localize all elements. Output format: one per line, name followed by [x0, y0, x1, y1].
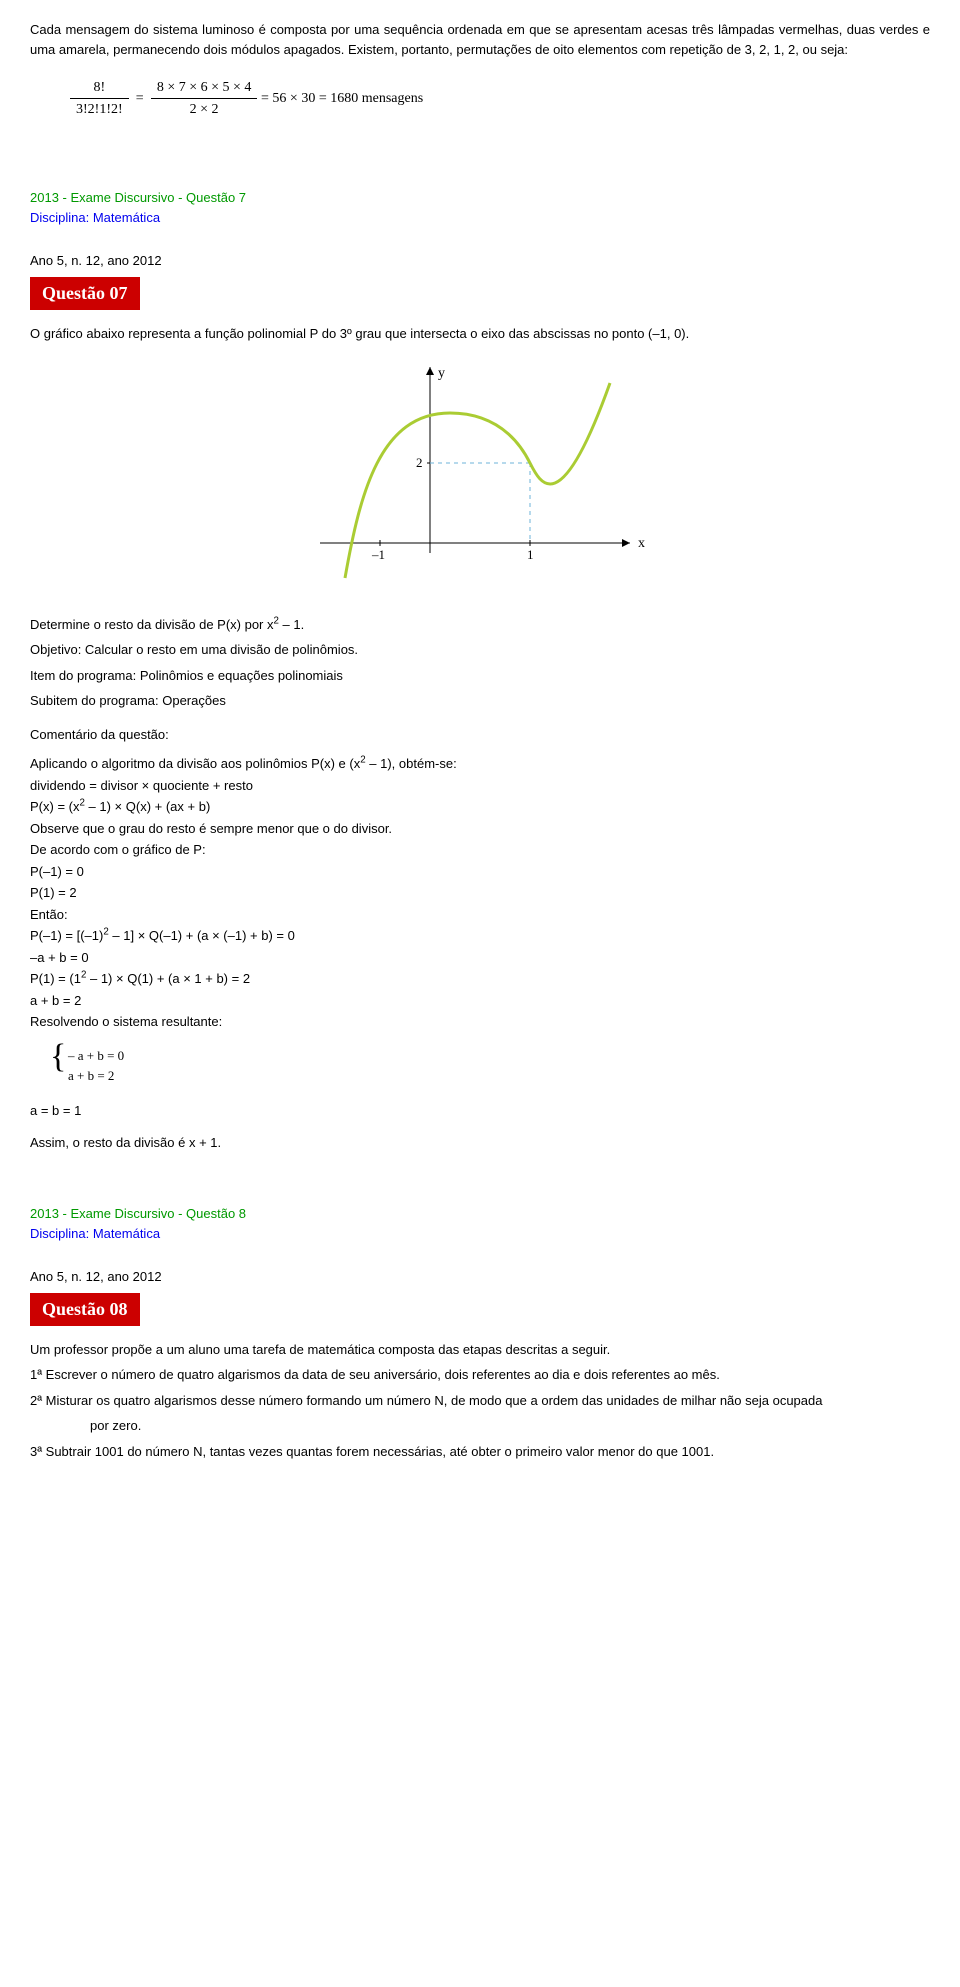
q7-c1: Aplicando o algoritmo da divisão aos pol… — [30, 754, 930, 774]
q7-c9: P(–1) = [(–1)2 – 1] × Q(–1) + (a × (–1) … — [30, 926, 930, 946]
q8-p3b: por zero. — [30, 1416, 930, 1436]
q8-badge: Questão 08 — [30, 1293, 140, 1326]
q7-c11a: P(1) = (1 — [30, 971, 81, 986]
q7-c3a: P(x) = (x — [30, 799, 79, 814]
q8-exam-title: 2013 - Exame Discursivo - Questão 8 — [30, 1204, 930, 1224]
q7-graph-svg: y x –1 1 2 — [300, 353, 660, 583]
svg-text:y: y — [438, 366, 445, 381]
q8-p2: 1ª Escrever o número de quatro algarismo… — [30, 1365, 930, 1385]
q7-c7: P(1) = 2 — [30, 883, 930, 903]
q7-system-r2: a + b = 2 — [68, 1066, 930, 1087]
q8-p4: 3ª Subtrair 1001 do número N, tantas vez… — [30, 1442, 930, 1462]
svg-text:x: x — [638, 536, 645, 551]
intro-paragraph: Cada mensagem do sistema luminoso é comp… — [30, 20, 930, 59]
frac-mid-den: 2 × 2 — [151, 99, 258, 120]
q7-c2: dividendo = divisor × quociente + resto — [30, 776, 930, 796]
q7-c10: –a + b = 0 — [30, 948, 930, 968]
equals-1: = — [132, 91, 147, 106]
q7-objetivo: Objetivo: Calcular o resto em uma divisã… — [30, 640, 930, 660]
q7-comentario-label: Comentário da questão: — [30, 725, 930, 745]
q7-prompt: O gráfico abaixo representa a função pol… — [30, 324, 930, 344]
q7-c1b: – 1), obtém-se: — [366, 756, 457, 771]
q7-c9a: P(–1) = [(–1) — [30, 928, 103, 943]
q7-c3: P(x) = (x2 – 1) × Q(x) + (ax + b) — [30, 797, 930, 817]
q8-disciplina: Disciplina: Matemática — [30, 1224, 930, 1244]
svg-text:2: 2 — [416, 455, 423, 470]
q8-ano-line: Ano 5, n. 12, ano 2012 — [30, 1267, 930, 1287]
q8-p3: 2ª Misturar os quatro algarismos desse n… — [30, 1391, 930, 1411]
brace-icon: { — [50, 1040, 66, 1074]
svg-text:1: 1 — [527, 547, 534, 562]
frac-left-num: 8! — [70, 77, 129, 99]
q7-c9b: – 1] × Q(–1) + (a × (–1) + b) = 0 — [109, 928, 295, 943]
q7-c8: Então: — [30, 905, 930, 925]
permutation-formula: 8! 3!2!1!2! = 8 × 7 × 6 × 5 × 4 2 × 2 = … — [70, 77, 930, 120]
q7-determine-b: – 1. — [279, 617, 304, 632]
q7-c6: P(–1) = 0 — [30, 862, 930, 882]
q7-badge: Questão 07 — [30, 277, 140, 310]
q7-subitem: Subitem do programa: Operações — [30, 691, 930, 711]
frac-left-den: 3!2!1!2! — [70, 99, 129, 120]
q7-graph: y x –1 1 2 — [30, 353, 930, 589]
q7-exam-title: 2013 - Exame Discursivo - Questão 7 — [30, 188, 930, 208]
q7-c5: De acordo com o gráfico de P: — [30, 840, 930, 860]
q7-item: Item do programa: Polinômios e equações … — [30, 666, 930, 686]
q8-p1: Um professor propõe a um aluno uma taref… — [30, 1340, 930, 1360]
q7-c14: a = b = 1 — [30, 1101, 930, 1121]
q7-c11b: – 1) × Q(1) + (a × 1 + b) = 2 — [86, 971, 250, 986]
q7-system: { – a + b = 0 a + b = 2 — [50, 1046, 930, 1088]
q7-determine-a: Determine o resto da divisão de P(x) por… — [30, 617, 274, 632]
q7-c3b: – 1) × Q(x) + (ax + b) — [85, 799, 210, 814]
q7-c11: P(1) = (12 – 1) × Q(1) + (a × 1 + b) = 2 — [30, 969, 930, 989]
svg-text:–1: –1 — [371, 547, 385, 562]
q7-c13: Resolvendo o sistema resultante: — [30, 1012, 930, 1032]
q7-c4: Observe que o grau do resto é sempre men… — [30, 819, 930, 839]
q7-c12: a + b = 2 — [30, 991, 930, 1011]
q7-determine: Determine o resto da divisão de P(x) por… — [30, 615, 930, 635]
formula-tail: = 56 × 30 = 1680 mensagens — [261, 91, 423, 106]
q7-c15: Assim, o resto da divisão é x + 1. — [30, 1133, 930, 1153]
q7-disciplina: Disciplina: Matemática — [30, 208, 930, 228]
q7-system-r1: – a + b = 0 — [68, 1046, 930, 1067]
frac-mid-num: 8 × 7 × 6 × 5 × 4 — [151, 77, 258, 99]
q7-ano-line: Ano 5, n. 12, ano 2012 — [30, 251, 930, 271]
q7-c1a: Aplicando o algoritmo da divisão aos pol… — [30, 756, 360, 771]
